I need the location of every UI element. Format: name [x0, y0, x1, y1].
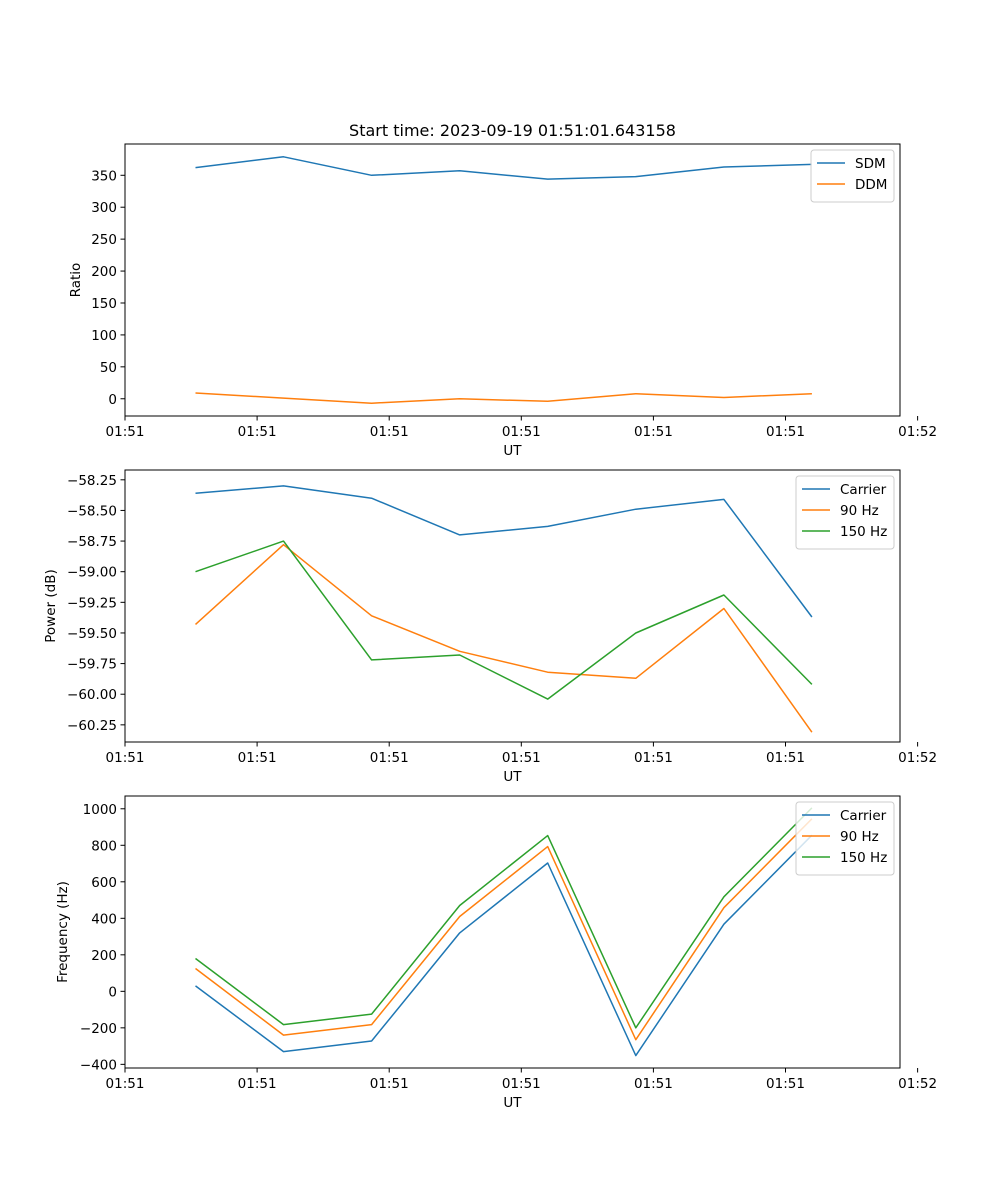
- y-tick-label: −58.75: [67, 534, 117, 550]
- y-tick-label: −60.25: [67, 718, 117, 734]
- series-line-sdm: [195, 156, 812, 180]
- y-axis-label: Frequency (Hz): [55, 881, 71, 983]
- y-axis-label: Power (dB): [43, 569, 59, 642]
- y-tick-label: 150: [91, 296, 117, 312]
- y-tick-label: −400: [80, 1057, 117, 1073]
- x-axis-label: UT: [503, 443, 522, 459]
- y-tick-label: −58.25: [67, 473, 117, 489]
- x-tick-label: 01:51: [766, 424, 805, 440]
- series-line-90-hz: [194, 543, 813, 733]
- x-tick-label: 01:51: [370, 1076, 409, 1092]
- x-tick-label: 01:51: [238, 750, 277, 766]
- axes-frame: [124, 795, 901, 1069]
- x-tick-label: 01:52: [898, 1076, 937, 1092]
- axes-frame: [124, 143, 901, 417]
- y-tick-label: 600: [91, 875, 117, 891]
- y-tick-label: 0: [108, 392, 117, 408]
- x-tick-label: 01:51: [634, 750, 673, 766]
- y-tick-label: 250: [91, 232, 117, 248]
- y-tick-label: 800: [91, 838, 117, 854]
- y-tick-label: 100: [91, 328, 117, 344]
- y-tick-label: 50: [100, 360, 117, 376]
- y-tick-label: 350: [91, 168, 117, 184]
- y-axis-label: Ratio: [68, 263, 84, 298]
- series-line-150-hz: [195, 807, 813, 1029]
- x-tick-label: 01:52: [898, 424, 937, 440]
- x-tick-label: 01:51: [634, 1076, 673, 1092]
- ratio-panel: 01:51 01:51 01:51 01:51 01:51 01:51 01:52 0 50 10…: [68, 143, 937, 459]
- y-tick-label: 1000: [83, 802, 117, 818]
- x-tick-label: 01:51: [502, 750, 541, 766]
- y-tick-label: 200: [91, 948, 117, 964]
- legend-label: 90 Hz: [840, 503, 879, 519]
- legend-label: Carrier: [840, 482, 887, 498]
- legend: Carrier 90 Hz 150 Hz: [795, 801, 895, 876]
- x-tick-label: 01:51: [370, 750, 409, 766]
- axes-frame: [124, 469, 901, 743]
- x-axis-label: UT: [503, 769, 522, 785]
- y-tick-label: −58.50: [67, 503, 117, 519]
- x-tick-label: 01:51: [502, 1076, 541, 1092]
- y-tick-label: 400: [91, 911, 117, 927]
- y-tick-label: −59.75: [67, 657, 117, 673]
- legend-label: 150 Hz: [840, 524, 887, 540]
- x-tick-label: 01:51: [502, 424, 541, 440]
- series-line-carrier: [195, 834, 813, 1057]
- x-tick-label: 01:51: [766, 1076, 805, 1092]
- x-tick-label: 01:51: [106, 424, 145, 440]
- legend-label: 150 Hz: [840, 850, 887, 866]
- x-tick-label: 01:51: [370, 424, 409, 440]
- y-tick-label: 200: [91, 264, 117, 280]
- legend: SDM DDM: [810, 149, 895, 203]
- x-tick-label: 01:51: [106, 1076, 145, 1092]
- x-tick-label: 01:51: [634, 424, 673, 440]
- frequency-panel: 01:51 01:51 01:51 01:51 01:51 01:51 01:52 −400 −…: [55, 795, 937, 1111]
- legend-label: 90 Hz: [840, 829, 879, 845]
- y-tick-label: −60.00: [67, 687, 117, 703]
- y-tick-label: −59.50: [67, 626, 117, 642]
- legend-label: DDM: [855, 177, 887, 193]
- y-tick-label: 0: [108, 984, 117, 1000]
- y-tick-label: −200: [80, 1021, 117, 1037]
- x-axis-label: UT: [503, 1095, 522, 1111]
- series-line-carrier: [195, 485, 813, 618]
- series-line-ddm: [195, 392, 812, 404]
- series-line-90-hz: [195, 818, 813, 1041]
- x-tick-label: 01:51: [766, 750, 805, 766]
- legend-label: SDM: [855, 156, 886, 172]
- x-tick-label: 01:52: [898, 750, 937, 766]
- legend: Carrier 90 Hz 150 Hz: [795, 475, 895, 550]
- power-panel: 01:51 01:51 01:51 01:51 01:51 01:51 01:52 −58.2…: [43, 469, 937, 785]
- y-tick-label: −59.25: [67, 595, 117, 611]
- x-tick-label: 01:51: [106, 750, 145, 766]
- y-tick-label: −59.00: [67, 565, 117, 581]
- figure-title: Start time: 2023-09-19 01:51:01.643158: [349, 121, 676, 140]
- x-tick-label: 01:51: [238, 1076, 277, 1092]
- y-tick-label: 300: [91, 200, 117, 216]
- legend-label: Carrier: [840, 808, 887, 824]
- series-line-150-hz: [195, 540, 813, 700]
- x-tick-label: 01:51: [238, 424, 277, 440]
